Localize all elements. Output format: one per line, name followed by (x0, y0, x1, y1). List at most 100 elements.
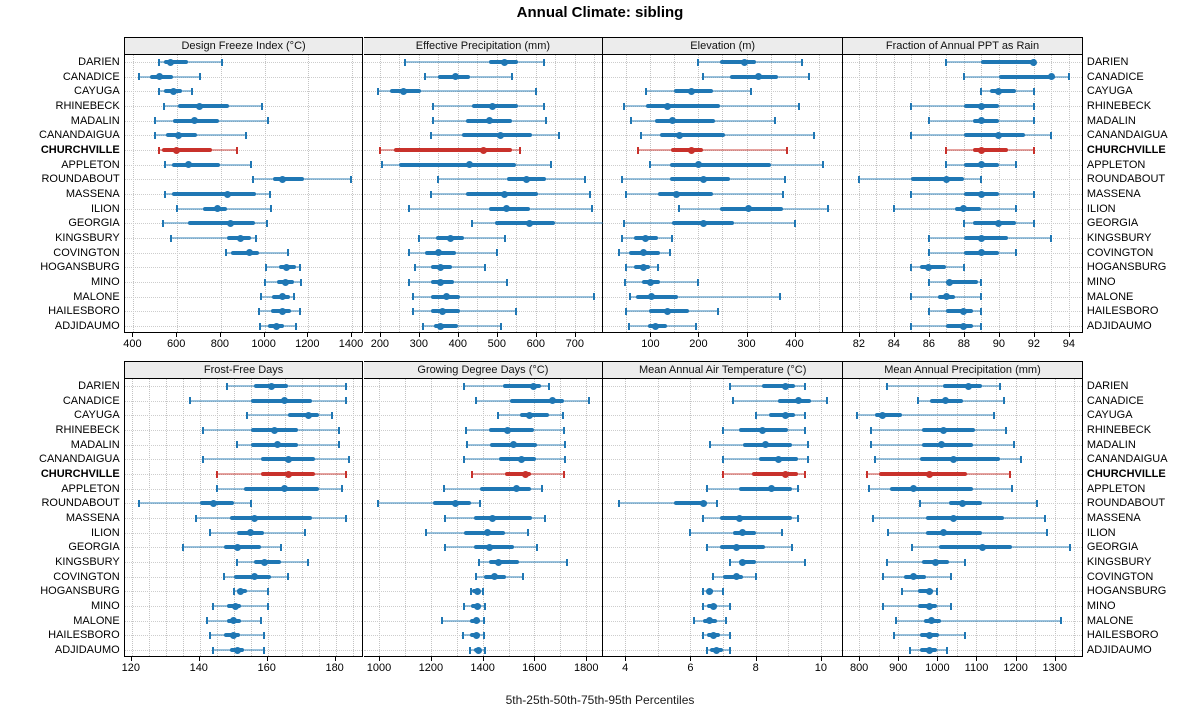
gridline-horizontal (124, 620, 363, 622)
row-label-left: APPLETON (61, 158, 120, 171)
gridline-vertical (1054, 379, 1056, 656)
whisker-cap-95th (265, 219, 268, 227)
median-dot (928, 617, 935, 625)
whisker-cap-95th (287, 573, 290, 581)
bar-25-75 (955, 206, 982, 211)
median-dot (237, 234, 245, 242)
median-dot (284, 455, 292, 463)
gridline-horizontal (603, 386, 843, 387)
bar-25-75 (434, 324, 458, 328)
whisker-cap-95th (1032, 190, 1035, 198)
whisker-cap-5th (731, 397, 734, 405)
median-dot (230, 617, 238, 625)
row-label-right: HOGANSBURG (1086, 261, 1167, 274)
bar-25-75 (504, 472, 531, 476)
bar-25-75 (739, 486, 792, 491)
whisker-cap-5th (630, 117, 633, 125)
axis-tick-label: 82 (852, 338, 865, 350)
gridline-horizontal (363, 238, 603, 239)
row-label-left: RHINEBECK (55, 424, 120, 436)
whisker-cap-5th (702, 631, 705, 639)
gridline-horizontal (124, 474, 363, 475)
median-dot (278, 293, 286, 301)
whisker-cap-95th (304, 529, 307, 537)
median-dot (503, 426, 511, 434)
row-label-right: CANADICE (1086, 70, 1144, 83)
gridline-horizontal (603, 415, 843, 417)
whisker-cap-95th (980, 278, 983, 286)
gridline-horizontal (363, 620, 603, 622)
whisker-cap-5th (625, 307, 628, 315)
median-dot (781, 382, 789, 390)
axis-tick (625, 657, 627, 661)
whisker-cap-5th (639, 131, 642, 139)
panel-plot (123, 55, 364, 333)
panel-title: Growing Degree Days (°C) (417, 364, 549, 376)
gridline-vertical (1015, 379, 1017, 656)
whisker-cap-5th (678, 205, 681, 213)
whisker-cap-95th (263, 646, 266, 654)
bar-25-75 (509, 398, 565, 403)
whisker-5-95 (155, 134, 246, 137)
whisker-cap-95th (716, 307, 719, 315)
whisker-cap-5th (497, 411, 500, 419)
median-dot (910, 485, 918, 493)
row-label-right: CHURCHVILLE (1086, 468, 1166, 480)
median-dot (473, 587, 481, 595)
median-dot (977, 102, 985, 110)
whisker-cap-5th (945, 161, 948, 169)
median-dot (758, 426, 766, 434)
gridline-vertical (534, 379, 536, 656)
whisker-cap-95th (822, 161, 825, 169)
gridline-horizontal (363, 650, 603, 651)
gridline-horizontal (843, 296, 1082, 298)
whisker-cap-5th (856, 411, 859, 419)
gridline-vertical (657, 379, 659, 656)
whisker-5-95 (158, 61, 222, 63)
whisker-cap-5th (412, 293, 415, 301)
whisker-5-95 (729, 561, 805, 563)
whisker-cap-5th (945, 146, 948, 154)
whisker-cap-5th (251, 175, 254, 183)
whisker-cap-95th (668, 249, 671, 257)
median-dot (484, 529, 492, 537)
median-dot (709, 602, 717, 610)
gridline-vertical (1035, 379, 1037, 656)
bar-25-75 (719, 545, 766, 550)
bar-25-75 (921, 442, 973, 447)
row-label-right: MADALIN (1086, 438, 1136, 451)
axis-tick (130, 657, 132, 661)
median-dot (494, 558, 502, 566)
gridline-horizontal (843, 238, 1082, 239)
gridline-vertical (165, 379, 167, 656)
median-dot (191, 117, 199, 125)
bar-25-75 (635, 294, 679, 299)
whisker-cap-95th (519, 146, 522, 154)
whisker-cap-5th (869, 441, 872, 449)
bar-25-75 (660, 133, 725, 138)
whisker-cap-95th (550, 161, 553, 169)
panel-strip: Mean Annual Precipitation (mm) (843, 361, 1083, 379)
whisker-cap-5th (154, 131, 157, 139)
whisker-cap-5th (910, 322, 913, 330)
whisker-cap-95th (826, 397, 829, 405)
whisker-cap-95th (547, 382, 550, 390)
gridline-horizontal (363, 252, 603, 254)
whisker-cap-95th (1015, 205, 1018, 213)
whisker-cap-5th (470, 219, 473, 227)
panel-plot (123, 379, 364, 657)
whisker-cap-95th (482, 617, 485, 625)
whisker-cap-95th (806, 455, 809, 463)
whisker-cap-5th (154, 117, 157, 125)
median-dot (156, 73, 164, 81)
whisker-cap-5th (157, 146, 160, 154)
axis-tick (176, 333, 178, 337)
bar-25-75 (946, 280, 978, 284)
whisker-cap-5th (705, 485, 708, 493)
whisker-cap-95th (1020, 455, 1023, 463)
axis-tick-label: 6 (687, 662, 694, 674)
axis-tick-label: 120 (121, 662, 141, 674)
whisker-cap-5th (263, 278, 266, 286)
axis-tick (334, 657, 336, 661)
whisker-cap-5th (202, 455, 205, 463)
